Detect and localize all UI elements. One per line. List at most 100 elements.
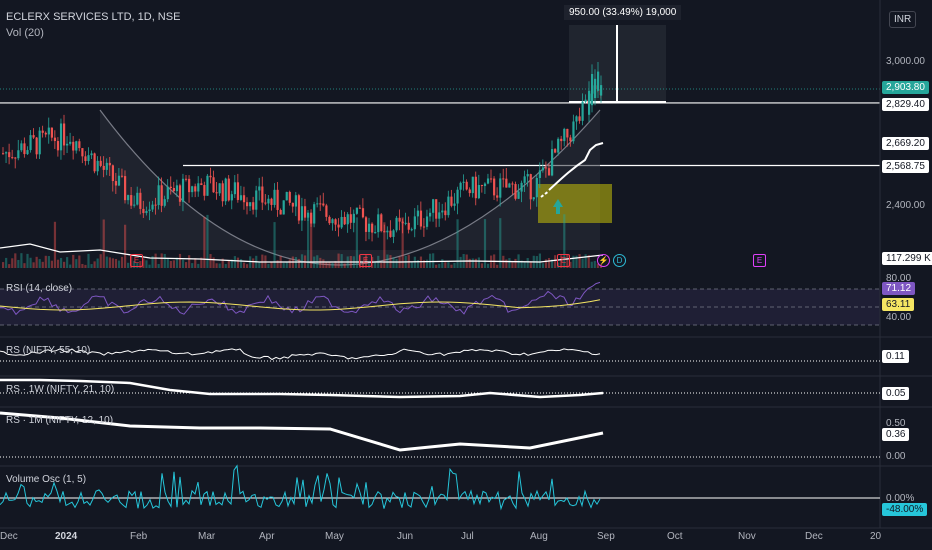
currency-button[interactable]: INR xyxy=(889,11,917,28)
candle-body xyxy=(148,209,151,211)
cup-pattern-curve xyxy=(99,109,601,266)
candle-body xyxy=(343,216,346,225)
candle-body xyxy=(310,212,313,224)
time-tick: May xyxy=(325,531,344,542)
candle-body xyxy=(441,210,444,213)
candle-body xyxy=(544,167,548,169)
volume-bar xyxy=(32,262,35,268)
candle-body xyxy=(264,202,267,204)
volume-bar xyxy=(215,263,218,268)
volume-bar xyxy=(236,257,240,268)
candle-body xyxy=(398,217,401,222)
split-marker[interactable]: ⚡ xyxy=(597,254,610,267)
volume-bar xyxy=(438,263,441,268)
volume-bar xyxy=(456,219,459,268)
vol-osc-zero: 0.00% xyxy=(886,493,915,504)
candle-body xyxy=(20,143,23,151)
candle-body xyxy=(258,186,261,191)
candle-body xyxy=(392,230,395,237)
volume-bar xyxy=(511,262,514,268)
volume-bar xyxy=(41,261,44,268)
price-tick-3000: 3,000.00 xyxy=(886,56,925,67)
volume-bar xyxy=(44,255,47,268)
volume-bar xyxy=(447,262,450,268)
volume-bar xyxy=(178,253,182,268)
volume-bar xyxy=(130,254,133,268)
candle-body xyxy=(151,204,154,210)
candle-body xyxy=(490,178,493,180)
volume-bar xyxy=(160,253,163,268)
candle-body xyxy=(47,127,50,135)
candle-body xyxy=(276,189,279,210)
volume-bar xyxy=(188,255,191,268)
candle-body xyxy=(145,210,148,214)
candle-body xyxy=(29,135,32,151)
candle-body xyxy=(114,181,118,186)
cup-pattern-shading xyxy=(100,110,600,265)
candle-body xyxy=(239,195,243,200)
volume-bar xyxy=(444,262,447,268)
volume-bar xyxy=(120,256,124,268)
volume-bar xyxy=(99,254,102,268)
candle-body xyxy=(401,221,404,224)
candle-body xyxy=(514,184,517,199)
measure-label: 950.00 (33.49%) 19,000 xyxy=(564,5,682,20)
candle-body xyxy=(368,223,371,232)
candle-body xyxy=(600,85,603,96)
candle-body xyxy=(127,195,130,201)
earnings-marker-upcoming[interactable]: E xyxy=(753,254,766,267)
breakout-arrow-icon xyxy=(553,199,563,214)
volume-bar xyxy=(355,217,358,268)
candle-body xyxy=(551,149,554,176)
candle-body xyxy=(120,175,124,177)
volume-bar xyxy=(5,257,8,268)
candle-body xyxy=(581,101,584,121)
candle-body xyxy=(432,199,435,213)
candle-body xyxy=(35,137,38,155)
candle-body xyxy=(316,203,319,205)
candle-body xyxy=(508,183,511,188)
time-tick: Apr xyxy=(259,531,275,542)
candle-body xyxy=(578,116,581,121)
volume-bar xyxy=(93,261,96,268)
volume-bar xyxy=(297,258,301,268)
candle-body xyxy=(502,178,505,180)
volume-bar xyxy=(230,259,233,268)
volume-bar xyxy=(566,254,569,268)
volume-bar xyxy=(233,256,236,268)
candle-body xyxy=(279,209,282,215)
volume-bar xyxy=(288,259,291,268)
volume-bar xyxy=(175,257,179,268)
volume-bar xyxy=(111,258,114,268)
earnings-marker[interactable]: E xyxy=(130,254,143,267)
rsi-tick-80: 80.00 xyxy=(886,273,912,284)
candle-body xyxy=(233,182,236,195)
volume-bar xyxy=(258,262,261,268)
vol-osc-line xyxy=(0,464,601,511)
volume-bar xyxy=(148,264,151,268)
volume-bar xyxy=(538,253,541,268)
candle-body xyxy=(532,197,535,200)
earnings-marker[interactable]: E xyxy=(359,254,372,267)
earnings-marker[interactable]: E xyxy=(557,254,570,267)
candle-body xyxy=(188,178,191,193)
candle-body xyxy=(352,213,355,223)
rs-1m-tick-050: 0.50 xyxy=(886,418,906,429)
candle-body xyxy=(230,194,233,201)
candle-body xyxy=(157,185,160,206)
candle-body xyxy=(50,127,53,138)
volume-bar xyxy=(374,261,377,268)
volume-bar xyxy=(63,261,66,268)
candle-body xyxy=(124,176,127,201)
candle-body xyxy=(383,231,386,233)
volume-bar xyxy=(520,260,523,268)
candle-body xyxy=(575,116,578,122)
dividend-marker[interactable]: D xyxy=(613,254,626,267)
rsi-label: RSI (14, close) xyxy=(6,283,73,294)
volume-bar xyxy=(151,256,154,268)
volume-bar xyxy=(496,264,499,268)
volume-bar xyxy=(483,219,487,268)
candle-body xyxy=(209,175,212,178)
rsi-tick-40: 40.00 xyxy=(886,312,912,323)
